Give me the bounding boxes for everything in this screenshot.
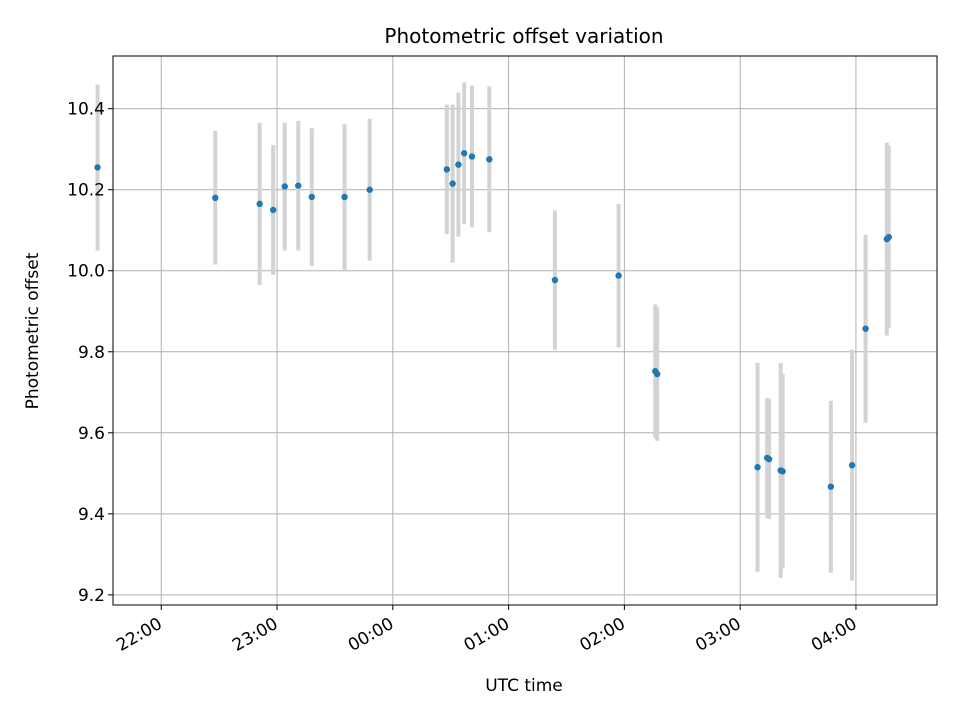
- data-point: [449, 180, 456, 187]
- x-tick-label: 22:00: [113, 614, 165, 656]
- data-point: [885, 233, 892, 241]
- y-tick-label: 9.6: [78, 424, 105, 444]
- data-point: [827, 483, 835, 490]
- x-tick-label: 23:00: [229, 614, 281, 656]
- plot-frame: [112, 55, 938, 606]
- data-point: [295, 182, 302, 189]
- data-point: [94, 164, 101, 171]
- data-point: [468, 153, 476, 160]
- data-point: [455, 161, 462, 168]
- x-tick-label: 02:00: [576, 614, 628, 656]
- data-points: [94, 150, 892, 490]
- grid: [113, 56, 937, 605]
- y-tick-label: 9.2: [78, 586, 105, 606]
- data-point: [551, 276, 559, 284]
- data-point: [308, 193, 315, 201]
- data-point: [366, 186, 373, 193]
- data-point: [765, 455, 773, 463]
- error-bars: [95, 82, 891, 581]
- x-tick-label: 04:00: [808, 614, 860, 656]
- y-axis-ticks: 9.2 9.4 9.6 9.8 10.0 10.2 10.4: [67, 100, 113, 606]
- data-point: [212, 194, 219, 202]
- data-point: [256, 200, 263, 208]
- data-point: [281, 183, 288, 190]
- y-tick-label: 10.0: [67, 262, 105, 282]
- y-tick-label: 10.2: [67, 181, 105, 201]
- data-point: [443, 166, 451, 173]
- data-point: [779, 468, 786, 475]
- data-point: [754, 464, 761, 471]
- x-tick-label: 00:00: [345, 614, 397, 656]
- data-point: [461, 150, 468, 157]
- chart-title: Photometric offset variation: [384, 24, 663, 48]
- data-point: [269, 206, 277, 214]
- data-point: [862, 325, 869, 332]
- data-point: [486, 156, 493, 163]
- x-axis-label: UTC time: [485, 676, 563, 696]
- data-point: [341, 193, 348, 201]
- y-tick-label: 10.4: [67, 100, 105, 120]
- data-point: [653, 370, 661, 378]
- x-axis-ticks: 22:00 23:00 00:00 01:00 02:00 03:00 04:00: [113, 605, 860, 656]
- x-tick-label: 03:00: [692, 614, 744, 656]
- y-tick-label: 9.8: [78, 343, 105, 363]
- y-axis-label: Photometric offset: [23, 252, 43, 409]
- data-point: [615, 272, 622, 279]
- data-point: [848, 462, 856, 469]
- y-tick-label: 9.4: [78, 505, 105, 525]
- x-tick-label: 01:00: [461, 614, 513, 656]
